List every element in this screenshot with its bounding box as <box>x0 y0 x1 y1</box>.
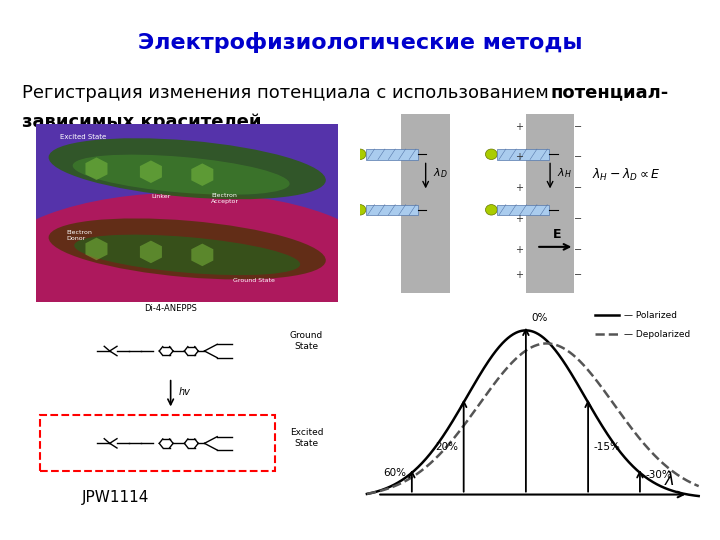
Text: +: + <box>515 122 523 132</box>
Text: -15%: -15% <box>593 442 620 453</box>
Text: Ground State: Ground State <box>233 278 274 282</box>
Bar <box>498 149 549 159</box>
Text: -30%: -30% <box>645 470 672 480</box>
Text: Excited State: Excited State <box>60 134 107 140</box>
Text: 0%: 0% <box>531 313 547 323</box>
Circle shape <box>354 205 366 215</box>
Polygon shape <box>192 164 213 186</box>
Ellipse shape <box>49 218 325 280</box>
Text: $\lambda_D$: $\lambda_D$ <box>433 166 447 180</box>
Text: Linker: Linker <box>151 194 170 199</box>
Polygon shape <box>140 160 162 183</box>
Circle shape <box>485 149 498 159</box>
Text: hv: hv <box>179 387 191 397</box>
Text: −: − <box>574 152 582 163</box>
Text: +: + <box>515 183 523 193</box>
Polygon shape <box>192 244 213 266</box>
Text: +: + <box>515 214 523 224</box>
Text: $\lambda_H$: $\lambda_H$ <box>557 166 572 180</box>
Ellipse shape <box>0 192 384 341</box>
Text: 60%: 60% <box>384 468 407 478</box>
Text: −: − <box>574 122 582 132</box>
Ellipse shape <box>73 154 289 195</box>
Text: $\lambda_H - \lambda_D \propto E$: $\lambda_H - \lambda_D \propto E$ <box>592 167 660 183</box>
Text: — Depolarized: — Depolarized <box>624 329 690 339</box>
Bar <box>366 205 418 215</box>
Text: −: − <box>574 245 582 255</box>
Polygon shape <box>140 241 162 263</box>
Text: +: + <box>515 152 523 163</box>
Text: Ground
State: Ground State <box>290 331 323 350</box>
Bar <box>366 149 418 159</box>
Polygon shape <box>86 238 107 260</box>
Text: +: + <box>515 269 523 280</box>
Text: −: − <box>574 183 582 193</box>
Text: +: + <box>515 245 523 255</box>
Text: −: − <box>574 269 582 280</box>
Text: JPW1114: JPW1114 <box>81 490 149 505</box>
Text: зависимых красителей: зависимых красителей <box>22 113 261 131</box>
Text: потенциал-: потенциал- <box>551 84 669 102</box>
Text: −: − <box>574 214 582 224</box>
Text: — Polarized: — Polarized <box>624 311 678 320</box>
Polygon shape <box>86 158 107 180</box>
Text: Excited
State: Excited State <box>289 428 323 448</box>
Ellipse shape <box>74 235 300 275</box>
Bar <box>498 205 549 215</box>
Circle shape <box>354 149 366 159</box>
Text: $\lambda$: $\lambda$ <box>664 471 675 489</box>
Bar <box>402 114 450 293</box>
Text: Электрофизиологические методы: Электрофизиологические методы <box>138 32 582 53</box>
Text: Electron
Donor: Electron Donor <box>66 230 92 241</box>
Text: Di-4-ANEPPS: Di-4-ANEPPS <box>144 304 197 313</box>
Text: Electron
Acceptor: Electron Acceptor <box>212 193 239 204</box>
Bar <box>526 114 575 293</box>
Circle shape <box>485 205 498 215</box>
Text: Регистрация изменения потенциала с использованием: Регистрация изменения потенциала с испол… <box>22 84 554 102</box>
Text: 20%: 20% <box>436 442 459 453</box>
Ellipse shape <box>49 138 325 199</box>
Text: $\mathbf{E}$: $\mathbf{E}$ <box>552 227 562 241</box>
